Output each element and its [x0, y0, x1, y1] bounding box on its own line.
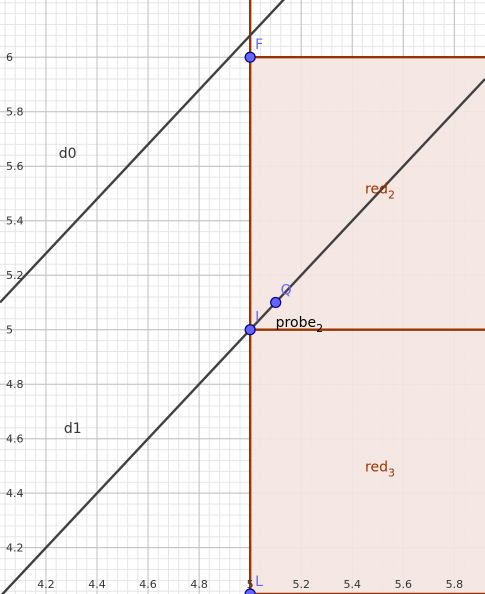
point-F[interactable]	[245, 52, 255, 62]
x-tick-label: 5.6	[395, 578, 413, 591]
y-tick-label: 5.6	[6, 160, 24, 173]
x-tick-label: 4.2	[37, 578, 55, 591]
x-tick-label: 5.8	[446, 578, 464, 591]
point-label-F: F	[255, 37, 263, 53]
y-tick-label: 5.2	[6, 269, 24, 282]
y-tick-label: 4.2	[6, 542, 24, 555]
point-Q[interactable]	[271, 297, 281, 307]
x-tick-label: 4.8	[190, 578, 208, 591]
label-d0: d0	[59, 146, 77, 162]
y-tick-label: 6	[6, 51, 13, 64]
label-d1: d1	[64, 421, 82, 437]
y-tick-label: 4.6	[6, 433, 24, 446]
point-label-I: I	[255, 310, 259, 326]
x-tick-label: 5.4	[344, 578, 362, 591]
y-tick-label: 4.8	[6, 378, 24, 391]
point-label-Q: Q	[281, 282, 292, 298]
point-I[interactable]	[245, 325, 255, 335]
y-tick-label: 5.4	[6, 215, 24, 228]
y-tick-label: 5	[6, 324, 13, 337]
x-tick-label: 5.2	[292, 578, 310, 591]
y-tick-label: 4.4	[6, 487, 24, 500]
x-tick-label: 4.6	[139, 578, 157, 591]
y-tick-label: 5.8	[6, 106, 24, 119]
x-tick-label: 4.4	[88, 578, 106, 591]
point-L[interactable]	[245, 589, 255, 594]
point-label-L: L	[255, 574, 263, 590]
